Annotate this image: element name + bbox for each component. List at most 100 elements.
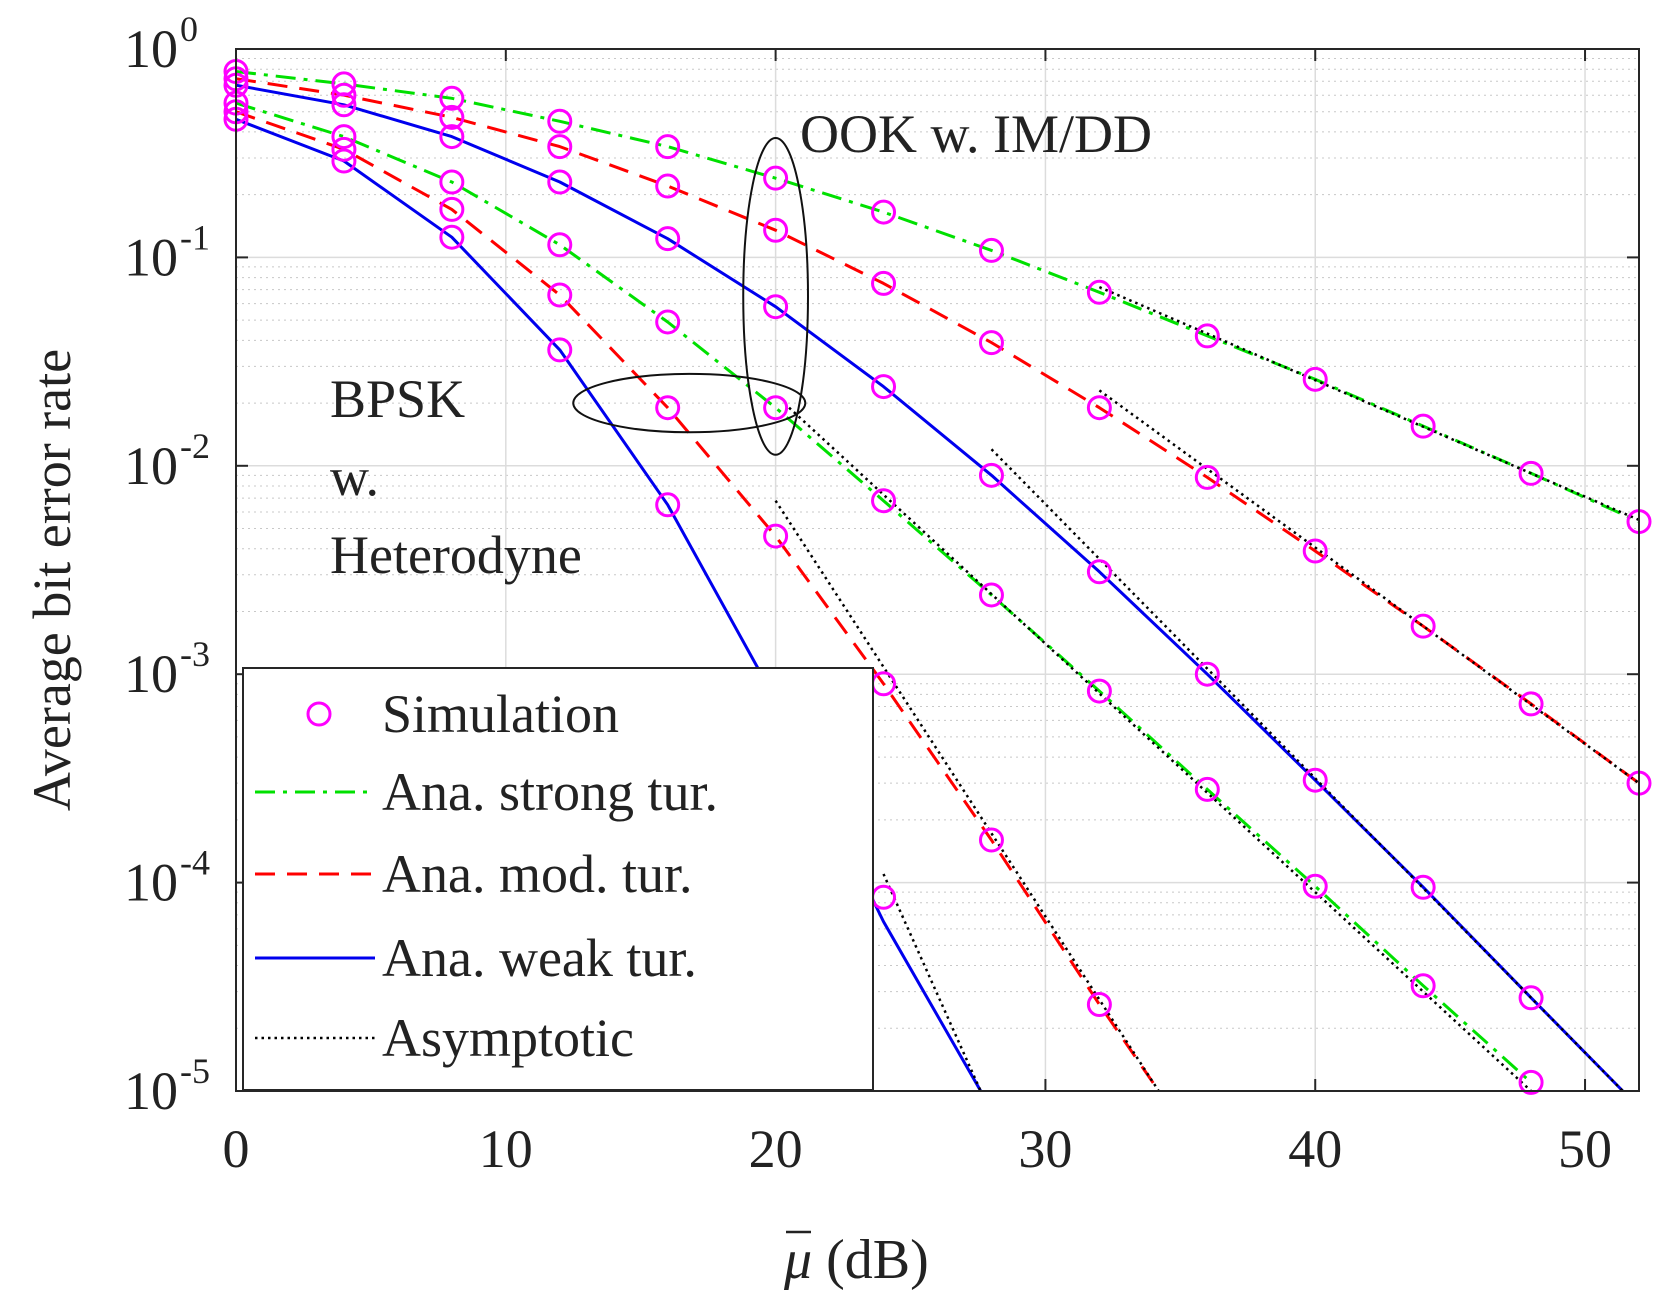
simulation-marker bbox=[763, 395, 789, 421]
simulation-marker bbox=[1410, 874, 1436, 900]
simulation-marker bbox=[871, 884, 897, 910]
x-tick-label: 20 bbox=[749, 1119, 803, 1179]
y-tick-label: 10 bbox=[124, 19, 178, 79]
simulation-marker bbox=[655, 173, 681, 199]
series-line bbox=[774, 500, 1160, 1092]
simulation-marker bbox=[331, 82, 357, 108]
simulation-marker bbox=[763, 523, 789, 549]
annotation-ellipse bbox=[572, 372, 807, 434]
simulation-marker bbox=[763, 217, 789, 243]
simulation-marker bbox=[871, 374, 897, 400]
y-tick-label: 10 bbox=[124, 1061, 178, 1121]
annotation-bpsk-line2: w. bbox=[330, 447, 379, 507]
legend-label-mod: Ana. mod. tur. bbox=[382, 844, 692, 904]
simulation-marker bbox=[871, 199, 897, 225]
simulation-marker bbox=[1410, 413, 1436, 439]
annotation-bpsk-line1: BPSK bbox=[330, 369, 465, 429]
simulation-marker bbox=[1194, 776, 1220, 802]
y-tick-label: 10 bbox=[124, 436, 178, 496]
series-line bbox=[788, 406, 1532, 1092]
legend-label-strong: Ana. strong tur. bbox=[382, 762, 718, 822]
y-tick-label: 10 bbox=[124, 644, 178, 704]
simulation-marker bbox=[1194, 661, 1220, 687]
simulation-marker bbox=[439, 104, 465, 130]
simulation-marker bbox=[1302, 366, 1328, 392]
simulation-marker bbox=[547, 337, 573, 363]
legend-label-asymptotic: Asymptotic bbox=[382, 1008, 634, 1068]
simulation-marker bbox=[655, 395, 681, 421]
series-line bbox=[882, 873, 982, 1092]
y-tick-exponent: 0 bbox=[180, 9, 198, 49]
x-tick-label: 50 bbox=[1558, 1119, 1612, 1179]
x-label-symbol: μ bbox=[783, 1229, 812, 1291]
simulation-marker bbox=[1518, 691, 1544, 717]
x-axis-label: μ (dB) bbox=[783, 1229, 929, 1291]
simulation-marker bbox=[331, 124, 357, 150]
legend-symbol-simulation bbox=[306, 701, 332, 727]
simulation-marker bbox=[1194, 464, 1220, 490]
series-line bbox=[235, 77, 1640, 785]
simulation-marker bbox=[655, 226, 681, 252]
simulation-marker bbox=[655, 309, 681, 335]
simulation-marker bbox=[1410, 613, 1436, 639]
series-line bbox=[1098, 285, 1640, 522]
legend-box bbox=[242, 667, 874, 1091]
simulation-marker bbox=[978, 330, 1004, 356]
y-tick-exponent: -5 bbox=[180, 1051, 210, 1091]
simulation-marker bbox=[547, 169, 573, 195]
simulation-marker bbox=[439, 85, 465, 111]
simulation-marker bbox=[547, 282, 573, 308]
simulation-marker bbox=[1518, 460, 1544, 486]
legend-label-weak: Ana. weak tur. bbox=[382, 928, 697, 988]
legend: Simulation Ana. strong tur. Ana. mod. tu… bbox=[242, 667, 874, 1091]
simulation-marker bbox=[1194, 323, 1220, 349]
y-tick-exponent: -3 bbox=[180, 634, 210, 674]
simulation-marker bbox=[1518, 1069, 1544, 1095]
series-line bbox=[235, 70, 1640, 523]
simulation-marker bbox=[439, 224, 465, 250]
series-line bbox=[235, 83, 1624, 1093]
simulation-marker bbox=[1086, 992, 1112, 1018]
simulation-marker bbox=[1086, 559, 1112, 585]
simulation-marker bbox=[1302, 538, 1328, 564]
series-line bbox=[235, 101, 1533, 1084]
x-tick-label: 30 bbox=[1018, 1119, 1072, 1179]
x-tick-label: 10 bbox=[479, 1119, 533, 1179]
simulation-marker bbox=[439, 169, 465, 195]
simulation-marker bbox=[1086, 279, 1112, 305]
simulation-marker bbox=[1302, 767, 1328, 793]
simulation-marker bbox=[1302, 873, 1328, 899]
simulation-marker bbox=[331, 148, 357, 174]
x-label-unit: (dB) bbox=[812, 1229, 929, 1291]
simulation-marker bbox=[655, 134, 681, 160]
simulation-marker bbox=[978, 582, 1004, 608]
simulation-marker bbox=[978, 237, 1004, 263]
simulation-marker bbox=[763, 294, 789, 320]
simulation-marker bbox=[331, 92, 357, 118]
annotation-ellipses bbox=[572, 137, 809, 456]
simulation-marker bbox=[1086, 395, 1112, 421]
y-tick-label: 10 bbox=[124, 853, 178, 913]
simulation-marker bbox=[978, 462, 1004, 488]
simulation-marker bbox=[547, 232, 573, 258]
simulation-marker bbox=[439, 196, 465, 222]
x-tick-label: 0 bbox=[223, 1119, 250, 1179]
annotation-ellipse bbox=[742, 137, 809, 456]
svg-text:μ (dB): μ (dB) bbox=[783, 1229, 929, 1291]
annotation-bpsk-line3: Heterodyne bbox=[330, 525, 582, 585]
simulation-marker bbox=[547, 108, 573, 134]
y-tick-exponent: -1 bbox=[180, 217, 210, 257]
y-tick-exponent: -2 bbox=[180, 426, 210, 466]
annotation-ook: OOK w. IM/DD bbox=[800, 104, 1152, 164]
y-tick-label: 10 bbox=[124, 227, 178, 287]
plot-frame bbox=[235, 48, 1640, 1092]
y-tick-exponent: -4 bbox=[180, 843, 210, 883]
simulation-marker bbox=[331, 136, 357, 162]
series-line bbox=[235, 110, 1160, 1092]
simulation-marker bbox=[547, 134, 573, 160]
x-tick-label: 40 bbox=[1288, 1119, 1342, 1179]
simulation-marker bbox=[978, 827, 1004, 853]
legend-label-simulation: Simulation bbox=[382, 684, 619, 744]
